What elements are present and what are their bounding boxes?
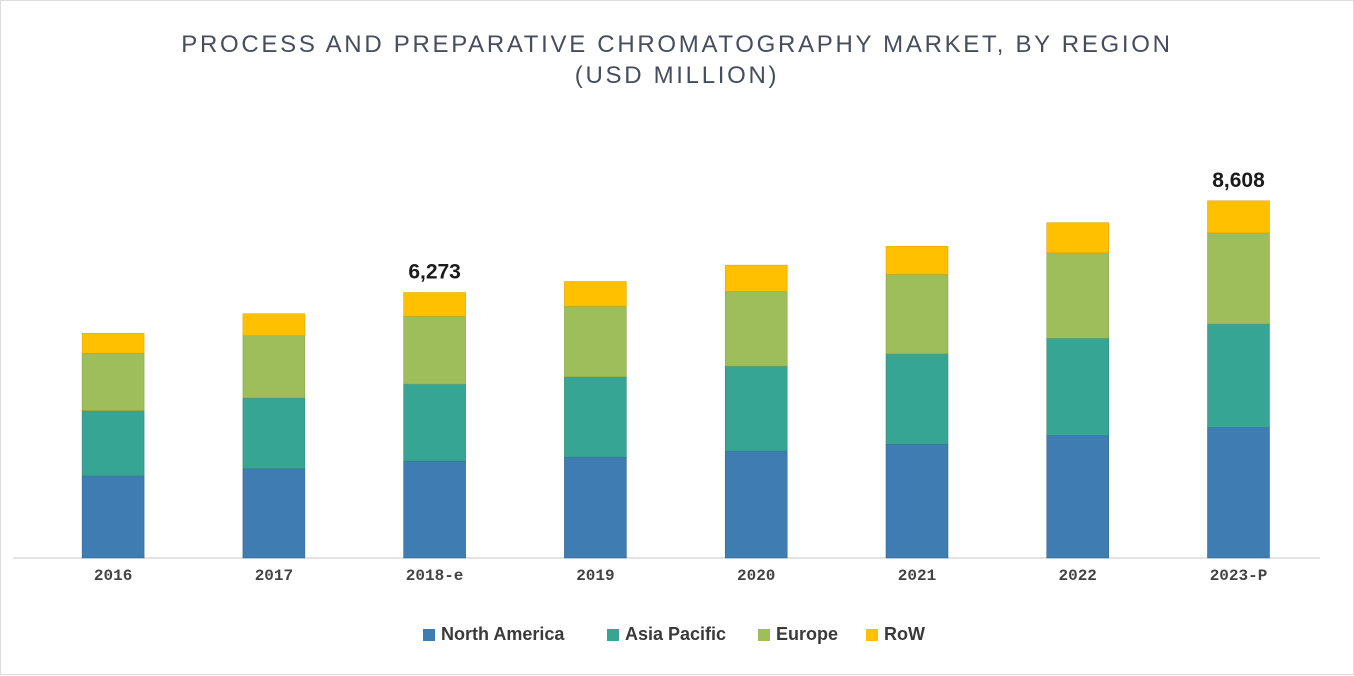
svg-text:2019: 2019 [576, 567, 614, 585]
svg-text:6,273: 6,273 [408, 261, 461, 284]
svg-text:2020: 2020 [737, 567, 775, 585]
svg-text:2017: 2017 [255, 567, 293, 585]
svg-text:RoW: RoW [884, 624, 925, 644]
svg-text:Europe: Europe [776, 624, 838, 644]
svg-text:2023-P: 2023-P [1210, 567, 1268, 585]
svg-text:Asia Pacific: Asia Pacific [625, 624, 726, 644]
svg-text:2016: 2016 [94, 567, 132, 585]
svg-text:2022: 2022 [1058, 567, 1096, 585]
svg-text:North America: North America [441, 624, 565, 644]
svg-text:2021: 2021 [898, 567, 936, 585]
svg-text:8,608: 8,608 [1212, 169, 1265, 192]
svg-text:2018-e: 2018-e [406, 567, 464, 585]
